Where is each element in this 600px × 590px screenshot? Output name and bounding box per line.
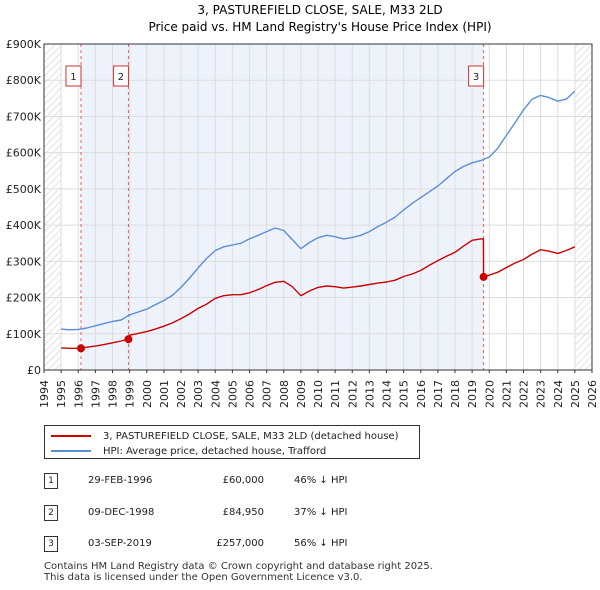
transaction-number: 3 [44,536,58,552]
y-tick-label: £600K [6,147,42,160]
y-tick-label: £100K [6,328,42,341]
x-tick-label: 2014 [381,380,394,408]
legend-swatch-hpi [51,450,91,452]
transaction-number: 2 [44,505,58,521]
y-tick-label: £0 [27,364,41,377]
x-tick-label: 2013 [363,380,376,408]
sale-point [479,272,488,281]
x-tick-label: 2021 [500,380,513,408]
x-tick-label: 2003 [192,380,205,408]
attribution-footer: Contains HM Land Registry data © Crown c… [44,561,433,583]
sale-label-box [112,65,129,87]
transaction-row: 1 29-FEB-1996 £60,000 46% ↓ HPI [44,473,464,491]
transaction-date: 03-SEP-2019 [88,538,152,549]
transaction-date: 29-FEB-1996 [88,475,153,486]
transaction-hpi: 46% ↓ HPI [294,475,348,486]
x-tick-label: 2024 [552,380,565,408]
x-tick-label: 1999 [124,380,137,408]
legend-label-hpi: HPI: Average price, detached house, Traf… [103,445,327,457]
y-tick-label: £800K [6,74,42,87]
y-tick-label: £200K [6,292,42,305]
transaction-price: £257,000 [216,538,264,549]
hatched-range [574,44,592,370]
x-tick-label: 2012 [346,380,359,408]
transaction-date: 09-DEC-1998 [88,507,155,518]
x-tick-label: 2008 [278,380,291,408]
x-tick-label: 2018 [449,380,462,408]
x-tick-label: 2002 [175,380,188,408]
x-tick-label: 2026 [586,380,599,408]
transaction-hpi: 37% ↓ HPI [294,507,348,518]
x-tick-label: 2022 [518,380,531,408]
transaction-hpi: 56% ↓ HPI [294,538,348,549]
x-tick-label: 1998 [107,380,120,408]
transaction-row: 2 09-DEC-1998 £84,950 37% ↓ HPI [44,505,464,523]
x-tick-label: 1995 [55,380,68,408]
legend-item-hpi: HPI: Average price, detached house, Traf… [51,444,326,458]
x-tick-label: 1994 [38,380,51,408]
x-tick-label: 1997 [89,380,102,408]
x-tick-label: 1996 [72,380,85,408]
x-tick-label: 2015 [398,380,411,408]
y-tick-label: £700K [6,110,42,123]
ownership-shading [80,44,484,370]
chart-legend: 3, PASTUREFIELD CLOSE, SALE, M33 2LD (de… [44,425,420,459]
x-tick-label: 2009 [295,380,308,408]
transaction-number: 1 [44,473,58,489]
y-tick-label: £400K [6,219,42,232]
legend-label-property: 3, PASTUREFIELD CLOSE, SALE, M33 2LD (de… [103,430,399,442]
price-chart: 3, PASTUREFIELD CLOSE, SALE, M33 2LD Pri… [6,3,599,408]
legend-swatch-property [51,435,91,437]
chart-title: 3, PASTUREFIELD CLOSE, SALE, M33 2LD [197,3,442,17]
y-tick-label: £300K [6,255,42,268]
x-tick-label: 2004 [209,380,222,408]
x-tick-label: 2000 [141,380,154,408]
x-tick-label: 2005 [226,380,239,408]
x-tick-label: 2017 [432,380,445,408]
sale-label: 2 [118,72,124,83]
x-tick-label: 2006 [244,380,257,408]
x-tick-label: 2010 [312,380,325,408]
sale-point [76,344,85,353]
transaction-row: 3 03-SEP-2019 £257,000 56% ↓ HPI [44,536,464,554]
x-tick-label: 2007 [261,380,274,408]
attribution-line-2: This data is licensed under the Open Gov… [44,572,363,583]
x-tick-label: 2020 [483,380,496,408]
x-tick-label: 2016 [415,380,428,408]
transaction-price: £84,950 [222,507,264,518]
x-tick-label: 2001 [158,380,171,408]
x-tick-label: 2019 [466,380,479,408]
legend-item-property: 3, PASTUREFIELD CLOSE, SALE, M33 2LD (de… [51,429,399,443]
chart-subtitle: Price paid vs. HM Land Registry's House … [148,20,491,34]
attribution-line-1: Contains HM Land Registry data © Crown c… [44,561,433,572]
sale-label-box [468,65,485,87]
sale-label-box [65,65,82,87]
sale-label: 3 [473,72,479,83]
x-tick-label: 2023 [535,380,548,408]
x-tick-label: 2025 [569,380,582,408]
y-tick-label: £900K [6,38,42,51]
hatched-range [44,44,62,370]
x-tick-label: 2011 [329,380,342,408]
sale-point [124,335,133,344]
sale-label: 1 [70,72,76,83]
transaction-price: £60,000 [222,475,264,486]
y-tick-label: £500K [6,183,42,196]
hpi-line [61,90,576,331]
